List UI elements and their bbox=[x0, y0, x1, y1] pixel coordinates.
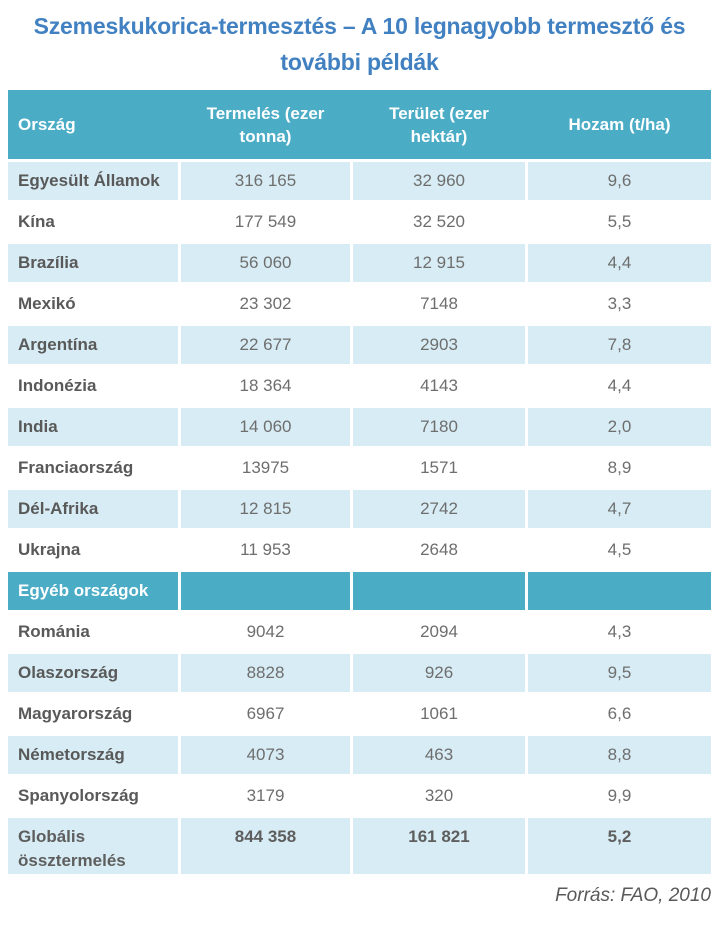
area-cell: 1571 bbox=[353, 449, 525, 487]
column-header-area: Terület (ezer hektár) bbox=[389, 103, 489, 146]
yield-cell: 8,9 bbox=[528, 449, 711, 487]
production-cell: 4073 bbox=[181, 736, 350, 774]
area-cell: 2903 bbox=[353, 326, 525, 364]
table-row: Indonézia 18 364 4143 4,4 bbox=[8, 367, 711, 405]
yield-cell bbox=[528, 572, 711, 610]
country-cell: Franciaország bbox=[8, 449, 178, 487]
yield-cell: 4,4 bbox=[528, 367, 711, 405]
table-row: India 14 060 7180 2,0 bbox=[8, 408, 711, 446]
production-cell: 13975 bbox=[181, 449, 350, 487]
area-cell: 161 821 bbox=[353, 818, 525, 874]
area-cell: 12 915 bbox=[353, 244, 525, 282]
production-cell: 9042 bbox=[181, 613, 350, 651]
table-row: Argentína 22 677 2903 7,8 bbox=[8, 326, 711, 364]
country-cell: Indonézia bbox=[8, 367, 178, 405]
yield-cell: 4,4 bbox=[528, 244, 711, 282]
yield-cell: 9,6 bbox=[528, 162, 711, 200]
country-cell: Kína bbox=[8, 203, 178, 241]
country-cell: Spanyolország bbox=[8, 777, 178, 815]
yield-cell: 4,3 bbox=[528, 613, 711, 651]
area-cell: 463 bbox=[353, 736, 525, 774]
country-cell: Magyarország bbox=[8, 695, 178, 733]
production-table: Ország Termelés (ezer tonna) Terület (ez… bbox=[8, 90, 711, 874]
table-row: Spanyolország 3179 320 9,9 bbox=[8, 777, 711, 815]
production-cell: 177 549 bbox=[181, 203, 350, 241]
country-cell: Olaszország bbox=[8, 654, 178, 692]
column-header-country: Ország bbox=[18, 115, 76, 134]
area-cell: 320 bbox=[353, 777, 525, 815]
yield-cell: 9,9 bbox=[528, 777, 711, 815]
yield-cell: 8,8 bbox=[528, 736, 711, 774]
source-note: Forrás: FAO, 2010 bbox=[555, 885, 711, 906]
production-cell: 22 677 bbox=[181, 326, 350, 364]
yield-cell: 5,5 bbox=[528, 203, 711, 241]
page: Szemeskukorica-termesztés – A 10 legnagy… bbox=[0, 8, 719, 907]
country-cell: Románia bbox=[8, 613, 178, 651]
page-title-line-2: további példák bbox=[280, 49, 439, 75]
total-row: Globális össztermelés 844 358 161 821 5,2 bbox=[8, 818, 711, 874]
production-cell: 6967 bbox=[181, 695, 350, 733]
table-row: Románia 9042 2094 4,3 bbox=[8, 613, 711, 651]
country-cell: Egyéb országok bbox=[8, 572, 178, 610]
area-cell: 4143 bbox=[353, 367, 525, 405]
area-cell: 1061 bbox=[353, 695, 525, 733]
country-cell: Brazília bbox=[8, 244, 178, 282]
production-cell: 8828 bbox=[181, 654, 350, 692]
yield-cell: 3,3 bbox=[528, 285, 711, 323]
country-cell: Egyesült Államok bbox=[8, 162, 178, 200]
table-row: Németország 4073 463 8,8 bbox=[8, 736, 711, 774]
country-cell: Németország bbox=[8, 736, 178, 774]
table-row: Mexikó 23 302 7148 3,3 bbox=[8, 285, 711, 323]
area-cell: 32 960 bbox=[353, 162, 525, 200]
section-header-row: Egyéb országok bbox=[8, 572, 711, 610]
production-cell: 316 165 bbox=[181, 162, 350, 200]
production-cell bbox=[181, 572, 350, 610]
column-header-production: Termelés (ezer tonna) bbox=[206, 103, 325, 146]
table-row: Olaszország 8828 926 9,5 bbox=[8, 654, 711, 692]
column-header-yield: Hozam (t/ha) bbox=[568, 115, 671, 134]
yield-cell: 5,2 bbox=[528, 818, 711, 874]
production-cell: 11 953 bbox=[181, 531, 350, 569]
production-cell: 18 364 bbox=[181, 367, 350, 405]
production-cell: 56 060 bbox=[181, 244, 350, 282]
table-row: Ukrajna 11 953 2648 4,5 bbox=[8, 531, 711, 569]
country-cell: Dél-Afrika bbox=[8, 490, 178, 528]
yield-cell: 4,7 bbox=[528, 490, 711, 528]
yield-cell: 9,5 bbox=[528, 654, 711, 692]
area-cell: 7148 bbox=[353, 285, 525, 323]
production-cell: 14 060 bbox=[181, 408, 350, 446]
production-cell: 844 358 bbox=[181, 818, 350, 874]
area-cell: 2648 bbox=[353, 531, 525, 569]
area-cell: 2742 bbox=[353, 490, 525, 528]
yield-cell: 2,0 bbox=[528, 408, 711, 446]
table-row: Egyesült Államok 316 165 32 960 9,6 bbox=[8, 162, 711, 200]
area-cell: 7180 bbox=[353, 408, 525, 446]
country-cell: Mexikó bbox=[8, 285, 178, 323]
area-cell: 2094 bbox=[353, 613, 525, 651]
table-row: Brazília 56 060 12 915 4,4 bbox=[8, 244, 711, 282]
page-title: Szemeskukorica-termesztés – A 10 legnagy… bbox=[0, 8, 719, 80]
area-cell bbox=[353, 572, 525, 610]
yield-cell: 7,8 bbox=[528, 326, 711, 364]
table-row: Magyarország 6967 1061 6,6 bbox=[8, 695, 711, 733]
table-header-row: Ország Termelés (ezer tonna) Terület (ez… bbox=[8, 90, 711, 159]
area-cell: 32 520 bbox=[353, 203, 525, 241]
country-cell: Globális össztermelés bbox=[8, 818, 178, 874]
area-cell: 926 bbox=[353, 654, 525, 692]
page-title-line-1: Szemeskukorica-termesztés – A 10 legnagy… bbox=[33, 13, 686, 39]
country-cell: Argentína bbox=[8, 326, 178, 364]
production-cell: 23 302 bbox=[181, 285, 350, 323]
country-cell: Ukrajna bbox=[8, 531, 178, 569]
yield-cell: 4,5 bbox=[528, 531, 711, 569]
yield-cell: 6,6 bbox=[528, 695, 711, 733]
table-row: Kína 177 549 32 520 5,5 bbox=[8, 203, 711, 241]
table-row: Franciaország 13975 1571 8,9 bbox=[8, 449, 711, 487]
table-body: Egyesült Államok 316 165 32 960 9,6 Kína 177 … bbox=[8, 162, 711, 874]
production-cell: 3179 bbox=[181, 777, 350, 815]
production-cell: 12 815 bbox=[181, 490, 350, 528]
country-cell: India bbox=[8, 408, 178, 446]
table-row: Dél-Afrika 12 815 2742 4,7 bbox=[8, 490, 711, 528]
